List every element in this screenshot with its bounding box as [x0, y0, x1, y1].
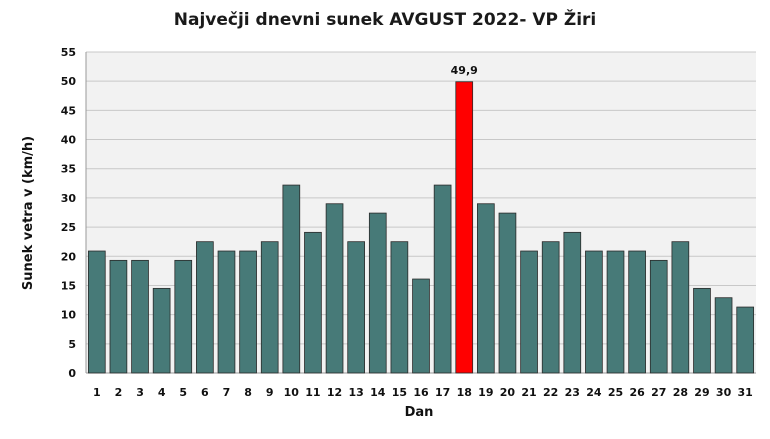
- x-tick-label: 31: [738, 386, 753, 399]
- bar: [260, 241, 279, 374]
- bar: [585, 250, 603, 374]
- bar-highlight: [455, 81, 474, 374]
- x-tick-label: 8: [244, 386, 252, 399]
- bar: [217, 250, 236, 374]
- y-tick-labels: 0 5 10 15 20 25 30 35 40 45 50 55: [61, 46, 77, 380]
- bar: [477, 203, 495, 374]
- y-axis-label: Sunek vetra v (km/h): [21, 136, 36, 290]
- bar: [196, 241, 214, 374]
- bar: [325, 203, 344, 374]
- bar: [693, 287, 711, 374]
- bar: [520, 250, 538, 374]
- x-tick-labels: 1 2 3 4 5 6 7 8 9 10 11 12 13 14 15 16 17 18 19 20 21 22 23 24 2…: [93, 386, 753, 399]
- data-label: 49,9: [451, 64, 478, 77]
- x-tick-label: 19: [478, 386, 493, 399]
- x-tick-label: 5: [179, 386, 187, 399]
- y-tick-label: 20: [61, 250, 77, 263]
- y-tick-label: 0: [68, 367, 76, 380]
- x-tick-label: 15: [392, 386, 407, 399]
- x-tick-label: 26: [629, 386, 645, 399]
- bar: [282, 184, 301, 374]
- x-tick-label: 4: [158, 386, 166, 399]
- bar: [131, 259, 149, 374]
- x-tick-label: 21: [521, 386, 536, 399]
- x-tick-label: 14: [370, 386, 386, 399]
- x-axis-label: Dan: [405, 405, 434, 420]
- bar: [412, 278, 430, 374]
- x-tick-label: 27: [651, 386, 666, 399]
- bar: [109, 259, 128, 374]
- x-tick-label: 11: [305, 386, 320, 399]
- y-tick-label: 35: [61, 163, 76, 176]
- x-tick-label: 24: [586, 386, 602, 399]
- x-tick-label: 10: [284, 386, 300, 399]
- bar: [671, 241, 690, 374]
- chart-title: Največji dnevni sunek AVGUST 2022- VP Ži…: [173, 10, 597, 30]
- bar: [433, 184, 452, 374]
- x-tick-label: 28: [673, 386, 688, 399]
- bar: [174, 259, 193, 374]
- x-tick-label: 13: [349, 386, 364, 399]
- bar: [152, 287, 171, 374]
- x-tick-label: 2: [115, 386, 123, 399]
- bar: [347, 241, 365, 374]
- bar: [498, 212, 517, 374]
- x-tick-label: 29: [694, 386, 709, 399]
- y-tick-label: 15: [61, 279, 76, 292]
- y-tick-label: 55: [61, 46, 76, 59]
- bar: [304, 231, 322, 374]
- bars: 49,9: [87, 64, 755, 374]
- bar: [368, 212, 387, 374]
- bar: [649, 259, 668, 374]
- bar: [736, 306, 755, 374]
- y-tick-label: 50: [61, 75, 77, 88]
- x-tick-label: 23: [565, 386, 580, 399]
- bar: [628, 250, 646, 374]
- x-tick-label: 22: [543, 386, 558, 399]
- x-tick-label: 3: [136, 386, 144, 399]
- y-tick-label: 40: [61, 134, 77, 147]
- y-tick-label: 10: [61, 309, 77, 322]
- bar: [87, 250, 106, 374]
- x-tick-label: 25: [608, 386, 623, 399]
- x-tick-label: 18: [457, 386, 472, 399]
- bar: [390, 241, 409, 374]
- bar: [239, 250, 257, 374]
- x-tick-label: 1: [93, 386, 101, 399]
- x-tick-label: 7: [223, 386, 231, 399]
- y-tick-label: 25: [61, 221, 76, 234]
- x-tick-label: 12: [327, 386, 342, 399]
- x-tick-label: 30: [716, 386, 732, 399]
- x-tick-label: 20: [500, 386, 516, 399]
- y-tick-label: 30: [61, 192, 77, 205]
- x-tick-label: 16: [413, 386, 429, 399]
- x-tick-label: 9: [266, 386, 274, 399]
- x-tick-label: 17: [435, 386, 450, 399]
- y-tick-label: 45: [61, 104, 76, 117]
- bar: [714, 297, 733, 374]
- y-tick-label: 5: [68, 338, 76, 351]
- bar: [563, 231, 582, 374]
- bar: [541, 241, 560, 374]
- x-tick-label: 6: [201, 386, 209, 399]
- bar: [606, 250, 625, 374]
